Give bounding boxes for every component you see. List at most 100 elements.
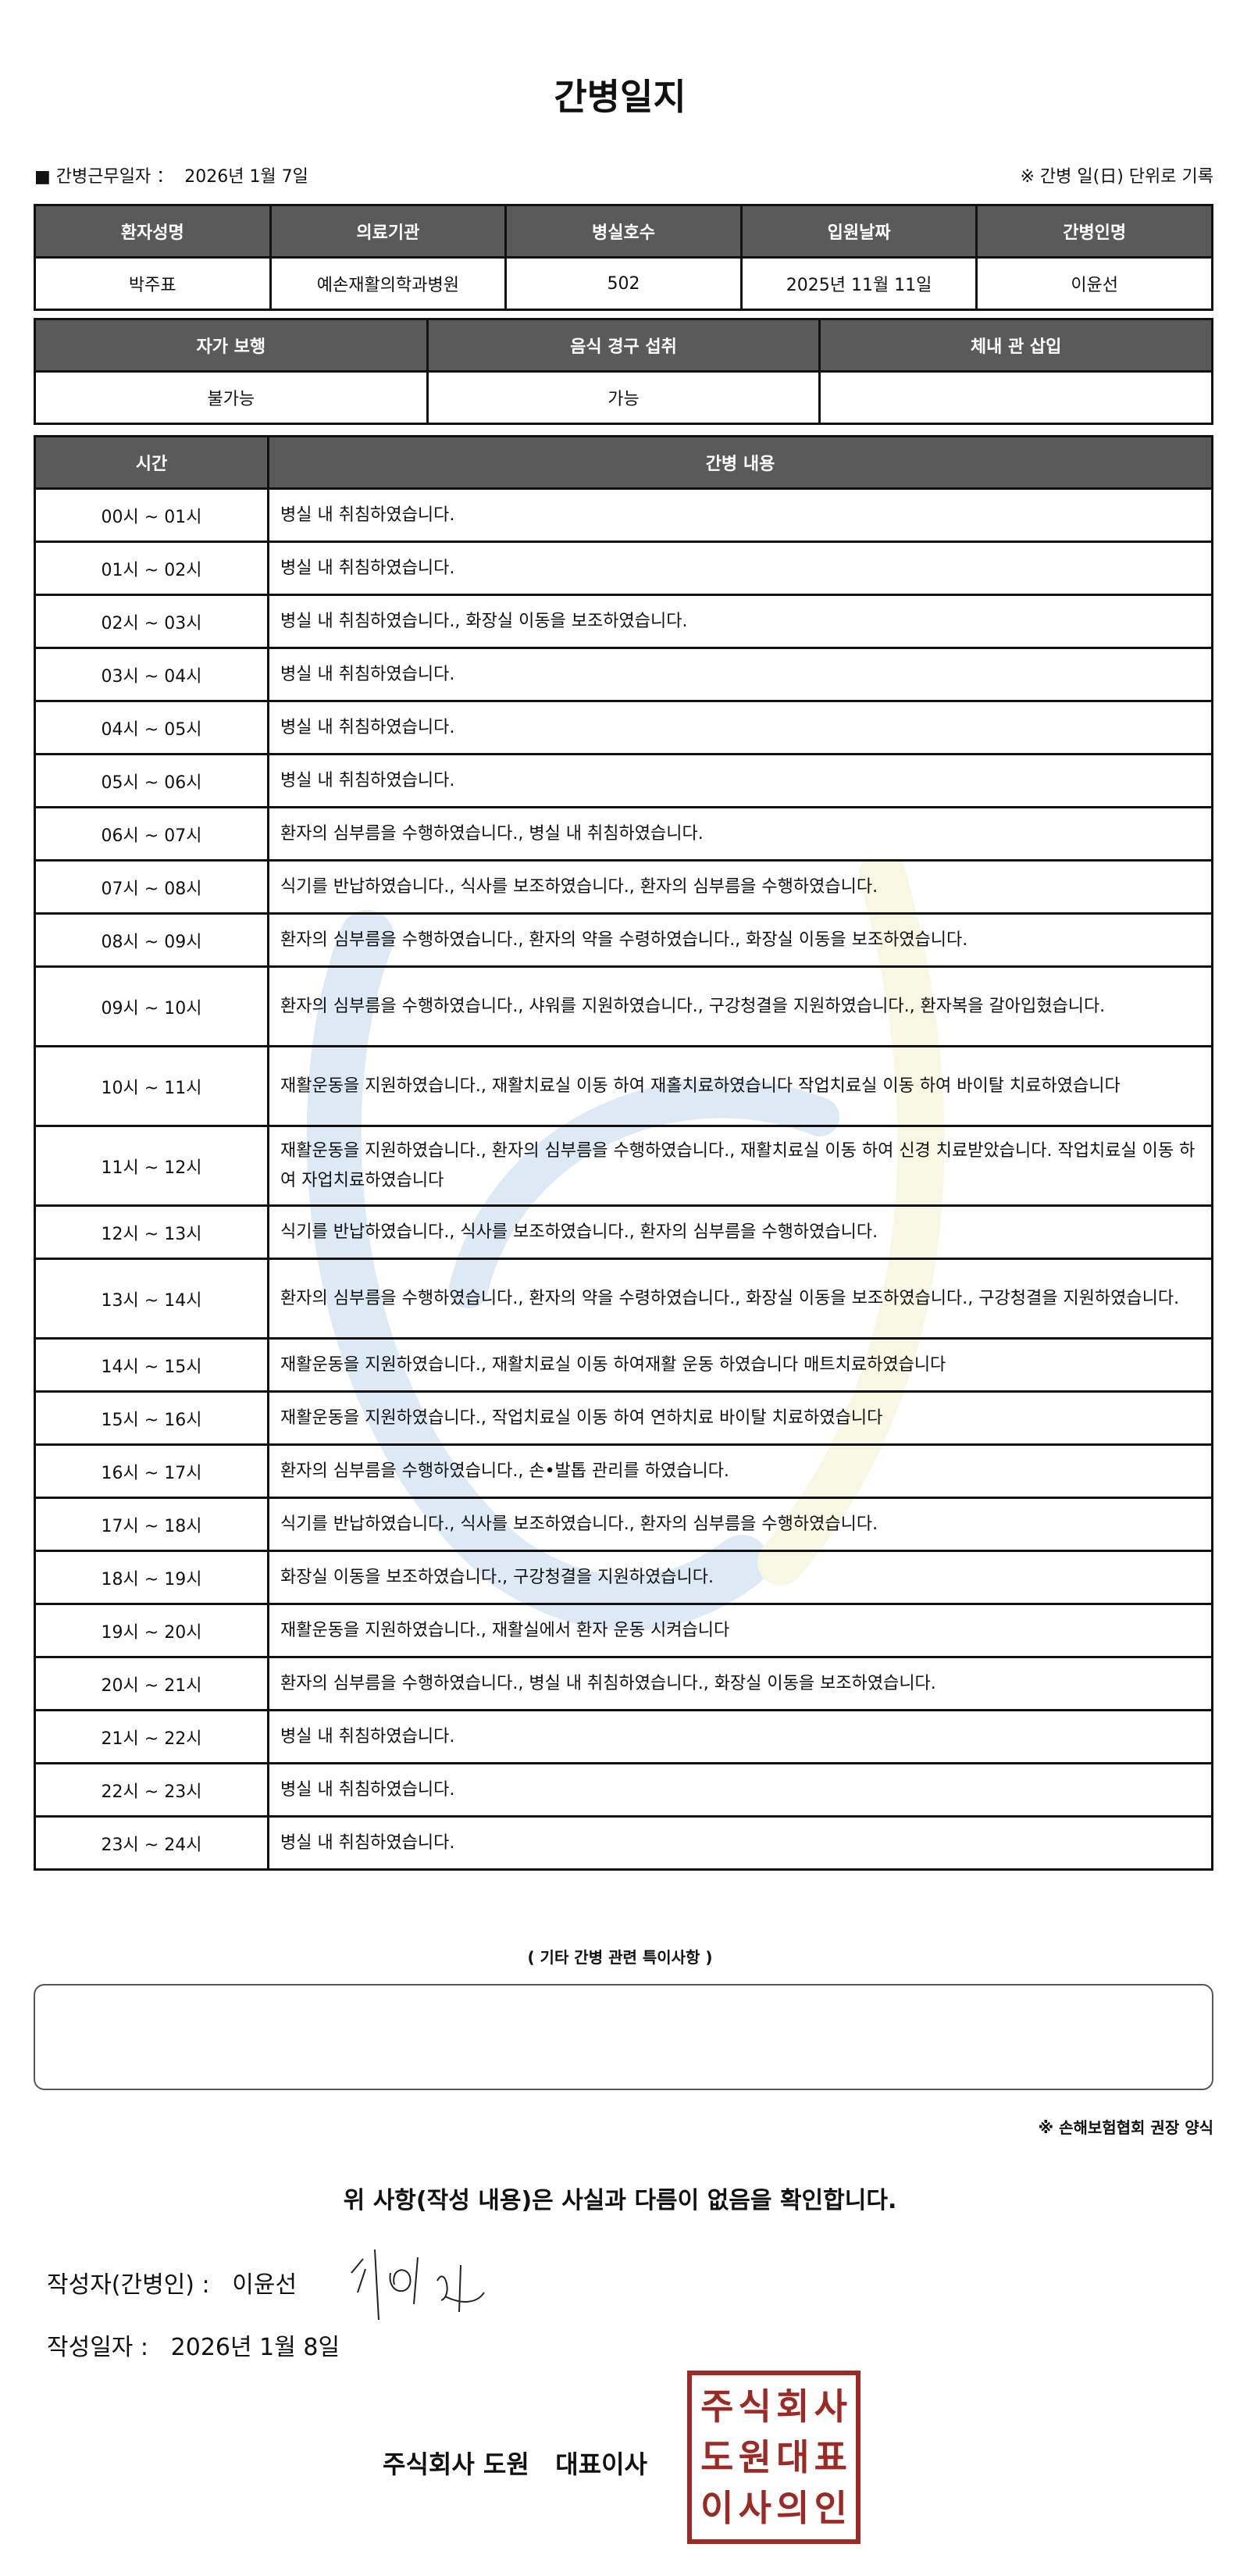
company-representative: 주식회사 도원 대표이사 <box>383 2449 647 2479</box>
log-row: 06시 ~ 07시 환자의 심부름을 수행하였습니다., 병실 내 취침하였습니다… <box>34 806 1213 862</box>
log-time: 09시 ~ 10시 <box>34 965 269 1047</box>
seal-character: 의 <box>776 2486 810 2529</box>
log-content: 재활운동을 지원하였습니다., 환자의 심부름을 수행하였습니다., 재활치료실… <box>267 1125 1213 1207</box>
log-content: 재활운동을 지원하였습니다., 재활실에서 환자 운동 시켜습니다 <box>267 1603 1213 1658</box>
header-care-content: 간병 내용 <box>267 435 1213 490</box>
tube-insertion <box>818 370 1213 425</box>
hospital: 예손재활의학과병원 <box>269 256 508 311</box>
log-time: 02시 ~ 03시 <box>34 594 269 649</box>
log-row: 08시 ~ 09시 환자의 심부름을 수행하였습니다., 환자의 약을 수령하였습… <box>34 912 1213 968</box>
log-content: 병실 내 취침하였습니다. <box>267 700 1213 755</box>
log-time: 22시 ~ 23시 <box>34 1762 269 1818</box>
header-admission-date: 입원날짜 <box>739 204 978 259</box>
log-row: 15시 ~ 16시 재활운동을 지원하였습니다., 작업치료실 이동 하여 연하치… <box>34 1390 1213 1446</box>
confirmation-statement: 위 사항(작성 내용)은 사실과 다름이 없음을 확인합니다. <box>343 2187 897 2214</box>
unit-note: ※ 간병 일(日) 단위로 기록 <box>1020 167 1214 187</box>
seal-character: 사 <box>814 2385 847 2428</box>
work-date-label: ■ 간병근무일자 ： <box>34 167 174 187</box>
work-date: ■ 간병근무일자 ： 2026년 1월 7일 <box>34 162 308 187</box>
log-content: 재활운동을 지원하였습니다., 작업치료실 이동 하여 연하치료 바이탈 치료하… <box>267 1390 1213 1446</box>
log-content: 병실 내 취침하였습니다. <box>267 1815 1213 1871</box>
log-time: 00시 ~ 01시 <box>34 487 269 543</box>
log-content: 화장실 이동을 보조하였습니다., 구강청결을 지원하였습니다. <box>267 1550 1213 1605</box>
log-content: 식기를 반납하였습니다., 식사를 보조하였습니다., 환자의 심부름을 수행하… <box>267 1497 1213 1552</box>
admission-date: 2025년 11월 11일 <box>739 256 978 311</box>
log-content: 환자의 심부름을 수행하였습니다., 환자의 약을 수령하였습니다., 화장실 … <box>267 912 1213 968</box>
log-content: 병실 내 취침하였습니다., 화장실 이동을 보조하였습니다. <box>267 594 1213 649</box>
page-title: 간병일지 <box>554 76 686 118</box>
log-row: 23시 ~ 24시 병실 내 취침하였습니다. <box>34 1815 1213 1871</box>
written-date-label: 작성일자 : <box>47 2334 149 2361</box>
log-content: 환자의 심부름을 수행하였습니다., 병실 내 취침하였습니다., 화장실 이동… <box>267 1656 1213 1711</box>
header-hospital: 의료기관 <box>269 204 508 259</box>
log-content: 환자의 심부름을 수행하였습니다., 환자의 약을 수령하였습니다., 화장실 … <box>267 1258 1213 1340</box>
seal-character: 표 <box>814 2435 847 2478</box>
log-time: 11시 ~ 12시 <box>34 1125 269 1207</box>
seal-character: 이 <box>700 2486 734 2529</box>
log-time: 21시 ~ 22시 <box>34 1709 269 1764</box>
log-row: 22시 ~ 23시 병실 내 취침하였습니다. <box>34 1762 1213 1818</box>
work-date-value: 2026년 1월 7일 <box>184 167 308 187</box>
room-number: 502 <box>504 256 743 311</box>
log-time: 16시 ~ 17시 <box>34 1443 269 1499</box>
log-time: 13시 ~ 14시 <box>34 1258 269 1340</box>
log-content: 병실 내 취침하였습니다. <box>267 647 1213 702</box>
log-time: 14시 ~ 15시 <box>34 1337 269 1393</box>
log-time: 10시 ~ 11시 <box>34 1045 269 1127</box>
written-date-value: 2026년 1월 8일 <box>170 2334 340 2361</box>
header-caregiver: 간병인명 <box>975 204 1213 259</box>
log-time: 05시 ~ 06시 <box>34 753 269 808</box>
care-log-table: 시간 간병 내용 00시 ~ 01시 병실 내 취침하였습니다. 01시 ~ 02시… <box>34 435 1213 1871</box>
log-content: 식기를 반납하였습니다., 식사를 보조하였습니다., 환자의 심부름을 수행하… <box>267 859 1213 915</box>
header-patient-name: 환자성명 <box>34 204 272 259</box>
log-time: 04시 ~ 05시 <box>34 700 269 755</box>
log-time: 15시 ~ 16시 <box>34 1390 269 1446</box>
log-time: 20시 ~ 21시 <box>34 1656 269 1711</box>
seal-character: 식 <box>738 2385 771 2428</box>
special-notes-label: ( 기타 간병 관련 특이사항 ) <box>527 1948 713 1967</box>
log-row: 16시 ~ 17시 환자의 심부름을 수행하였습니다., 손•발톱 관리를 하였습… <box>34 1443 1213 1499</box>
seal-character: 인 <box>814 2486 847 2529</box>
seal-character: 주 <box>700 2385 734 2428</box>
log-time: 03시 ~ 04시 <box>34 647 269 702</box>
written-date: 작성일자 : 2026년 1월 8일 <box>47 2328 340 2362</box>
log-row: 07시 ~ 08시 식기를 반납하였습니다., 식사를 보조하였습니다., 환자의… <box>34 859 1213 915</box>
log-row: 17시 ~ 18시 식기를 반납하였습니다., 식사를 보조하였습니다., 환자의… <box>34 1497 1213 1552</box>
log-content: 병실 내 취침하였습니다. <box>267 753 1213 808</box>
log-row: 03시 ~ 04시 병실 내 취침하였습니다. <box>34 647 1213 702</box>
log-row: 13시 ~ 14시 환자의 심부름을 수행하였습니다., 환자의 약을 수령하였습… <box>34 1258 1213 1340</box>
log-row: 20시 ~ 21시 환자의 심부름을 수행하였습니다., 병실 내 취침하였습니다… <box>34 1656 1213 1711</box>
seal-character: 대 <box>776 2435 810 2478</box>
log-content: 병실 내 취침하였습니다. <box>267 487 1213 543</box>
log-content: 병실 내 취침하였습니다. <box>267 541 1213 596</box>
patient-name: 박주표 <box>34 256 272 311</box>
log-time: 06시 ~ 07시 <box>34 806 269 862</box>
log-row: 00시 ~ 01시 병실 내 취침하였습니다. <box>34 487 1213 543</box>
seal-character: 원 <box>738 2435 771 2478</box>
log-row: 09시 ~ 10시 환자의 심부름을 수행하였습니다., 샤워를 지원하였습니다.… <box>34 965 1213 1047</box>
log-content: 환자의 심부름을 수행하였습니다., 손•발톱 관리를 하였습니다. <box>267 1443 1213 1499</box>
log-row: 10시 ~ 11시 재활운동을 지원하였습니다., 재활치료실 이동 하여 재홀치… <box>34 1045 1213 1127</box>
writer-name: 이윤선 <box>232 2271 298 2299</box>
log-content: 병실 내 취침하였습니다. <box>267 1709 1213 1764</box>
log-content: 환자의 심부름을 수행하였습니다., 샤워를 지원하였습니다., 구강청결을 지… <box>267 965 1213 1047</box>
log-time: 19시 ~ 20시 <box>34 1603 269 1658</box>
special-notes-box <box>34 1984 1213 2090</box>
signature <box>351 2250 485 2320</box>
log-time: 18시 ~ 19시 <box>34 1550 269 1605</box>
log-row: 11시 ~ 12시 재활운동을 지원하였습니다., 환자의 심부름을 수행하였습니… <box>34 1125 1213 1207</box>
header-oral-intake: 음식 경구 섭취 <box>426 318 821 373</box>
header-self-walking: 자가 보행 <box>34 318 429 373</box>
log-time: 01시 ~ 02시 <box>34 541 269 596</box>
log-row: 04시 ~ 05시 병실 내 취침하였습니다. <box>34 700 1213 755</box>
log-time: 08시 ~ 09시 <box>34 912 269 968</box>
log-row: 05시 ~ 06시 병실 내 취침하였습니다. <box>34 753 1213 808</box>
log-time: 23시 ~ 24시 <box>34 1815 269 1871</box>
log-row: 02시 ~ 03시 병실 내 취침하였습니다., 화장실 이동을 보조하였습니다. <box>34 594 1213 649</box>
log-content: 재활운동을 지원하였습니다., 재활치료실 이동 하여 재홀치료하였습니다 작업… <box>267 1045 1213 1127</box>
header-room: 병실호수 <box>504 204 743 259</box>
header-time: 시간 <box>34 435 269 490</box>
log-row: 19시 ~ 20시 재활운동을 지원하였습니다., 재활실에서 환자 운동 시켜습… <box>34 1603 1213 1658</box>
log-row: 01시 ~ 02시 병실 내 취침하였습니다. <box>34 541 1213 596</box>
